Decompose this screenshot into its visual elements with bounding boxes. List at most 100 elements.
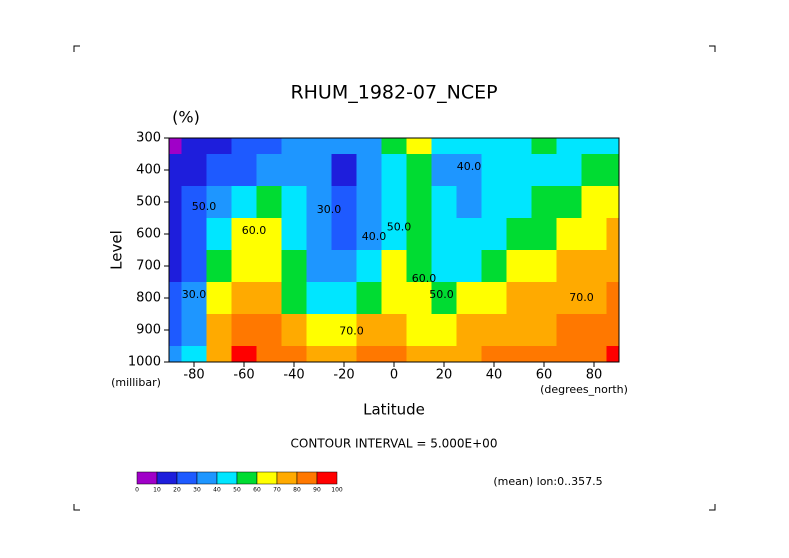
x-tick-label: -40 (283, 368, 304, 383)
cell (556, 282, 582, 315)
cell (456, 282, 482, 315)
contour-label: 50.0 (192, 200, 217, 213)
cell (181, 186, 207, 219)
cell (506, 346, 532, 362)
cell (381, 218, 407, 251)
x-axis-label: Latitude (363, 401, 425, 419)
cell (531, 314, 557, 347)
cell (206, 154, 232, 187)
y-unit: (millibar) (111, 376, 161, 389)
cell (406, 186, 432, 219)
cell (306, 186, 332, 219)
cell (406, 346, 432, 362)
y-tick-label: 700 (136, 259, 161, 274)
cell (556, 154, 582, 187)
colorbar-label: 80 (293, 487, 301, 494)
cell (281, 314, 307, 347)
cell (206, 314, 232, 347)
cell (306, 218, 332, 251)
cell (556, 186, 582, 219)
colorbar-box (176, 471, 198, 485)
cell (406, 218, 432, 251)
contour-label: 50.0 (429, 288, 454, 301)
cell (306, 138, 332, 155)
cell (231, 154, 257, 187)
colorbar-box (156, 471, 178, 485)
y-axis-label: Level (108, 230, 126, 270)
cell (231, 186, 257, 219)
cell (456, 346, 482, 362)
cell (481, 154, 507, 187)
note: (mean) lon:0..357.5 (493, 475, 602, 488)
cell (556, 314, 582, 347)
cell (181, 250, 207, 283)
cell (306, 250, 332, 283)
cell (256, 186, 282, 219)
cell (581, 138, 607, 155)
cell (581, 314, 607, 347)
cell (281, 282, 307, 315)
y-tick-label: 600 (136, 227, 161, 242)
colorbar-label: 50 (233, 487, 241, 494)
cell (206, 282, 232, 315)
cell (381, 282, 407, 315)
colorbar-box (236, 471, 258, 485)
cell (556, 218, 582, 251)
field (169, 138, 619, 362)
cell (231, 346, 257, 362)
y-tick-label: 400 (136, 163, 161, 178)
x-tick-label: -20 (333, 368, 354, 383)
cell (431, 186, 457, 219)
cell (356, 138, 382, 155)
cell (181, 138, 207, 155)
cell (481, 138, 507, 155)
cell (581, 186, 607, 219)
cell (331, 346, 357, 362)
cell (331, 138, 357, 155)
cell (556, 138, 582, 155)
cell (281, 250, 307, 283)
cell (306, 346, 332, 362)
cell (581, 218, 607, 251)
cell (431, 218, 457, 251)
cell (331, 154, 357, 187)
colorbar-box (136, 471, 158, 485)
y-tick-label: 900 (136, 323, 161, 338)
cell (606, 346, 619, 362)
cell (256, 250, 282, 283)
cell (231, 314, 257, 347)
cell (231, 138, 257, 155)
contour-label: 50.0 (387, 221, 412, 234)
cell (169, 154, 182, 187)
cell (306, 154, 332, 187)
cell (331, 218, 357, 251)
contour-label: 70.0 (569, 291, 594, 304)
cell (381, 250, 407, 283)
colorbar-box (216, 471, 238, 485)
cell (431, 154, 457, 187)
cell (256, 314, 282, 347)
x-tick-label: 40 (486, 368, 503, 383)
x-tick-label: 20 (436, 368, 453, 383)
colorbar-box (256, 471, 278, 485)
cell (306, 314, 332, 347)
cell (356, 250, 382, 283)
corner-marks (73, 45, 716, 511)
colorbar-label: 40 (213, 487, 221, 494)
cell (356, 282, 382, 315)
cell (581, 250, 607, 283)
cell (406, 282, 432, 315)
cell (606, 314, 619, 347)
cell (381, 154, 407, 187)
cell (406, 154, 432, 187)
cell (181, 218, 207, 251)
cell (356, 154, 382, 187)
cell (169, 314, 182, 347)
cell (556, 250, 582, 283)
cell (206, 218, 232, 251)
cell (431, 314, 457, 347)
cell (356, 346, 382, 362)
cell (256, 218, 282, 251)
cell (456, 314, 482, 347)
cell (481, 314, 507, 347)
